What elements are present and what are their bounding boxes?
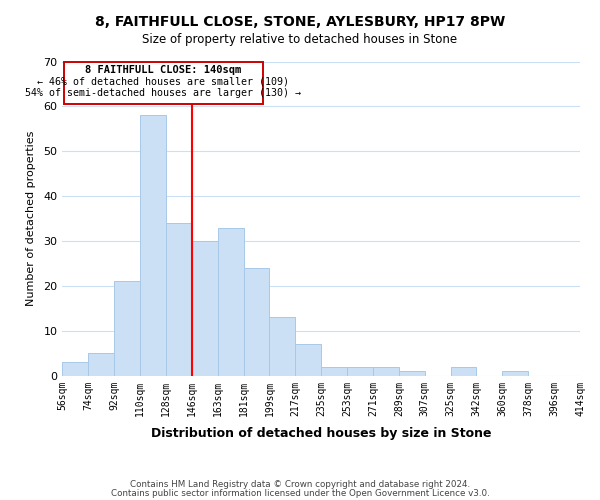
Text: Contains public sector information licensed under the Open Government Licence v3: Contains public sector information licen… [110, 490, 490, 498]
Text: Contains HM Land Registry data © Crown copyright and database right 2024.: Contains HM Land Registry data © Crown c… [130, 480, 470, 489]
Bar [321, 367, 347, 376]
Text: 8, FAITHFULL CLOSE, STONE, AYLESBURY, HP17 8PW: 8, FAITHFULL CLOSE, STONE, AYLESBURY, HP… [95, 15, 505, 29]
Bar [399, 372, 425, 376]
X-axis label: Distribution of detached houses by size in Stone: Distribution of detached houses by size … [151, 427, 491, 440]
Bar [114, 282, 140, 376]
Bar [295, 344, 321, 376]
Text: 54% of semi-detached houses are larger (130) →: 54% of semi-detached houses are larger (… [25, 88, 301, 98]
Bar [269, 318, 295, 376]
Bar [373, 367, 399, 376]
Text: ← 46% of detached houses are smaller (109): ← 46% of detached houses are smaller (10… [37, 76, 289, 86]
Bar [88, 354, 114, 376]
Bar [502, 372, 528, 376]
Bar [62, 362, 88, 376]
Bar [140, 116, 166, 376]
Y-axis label: Number of detached properties: Number of detached properties [26, 131, 37, 306]
FancyBboxPatch shape [64, 62, 263, 104]
Bar [451, 367, 476, 376]
Bar [166, 223, 192, 376]
Text: 8 FAITHFULL CLOSE: 140sqm: 8 FAITHFULL CLOSE: 140sqm [85, 66, 241, 76]
Text: Size of property relative to detached houses in Stone: Size of property relative to detached ho… [142, 32, 458, 46]
Bar [218, 228, 244, 376]
Bar [192, 241, 218, 376]
Bar [244, 268, 269, 376]
Bar [347, 367, 373, 376]
